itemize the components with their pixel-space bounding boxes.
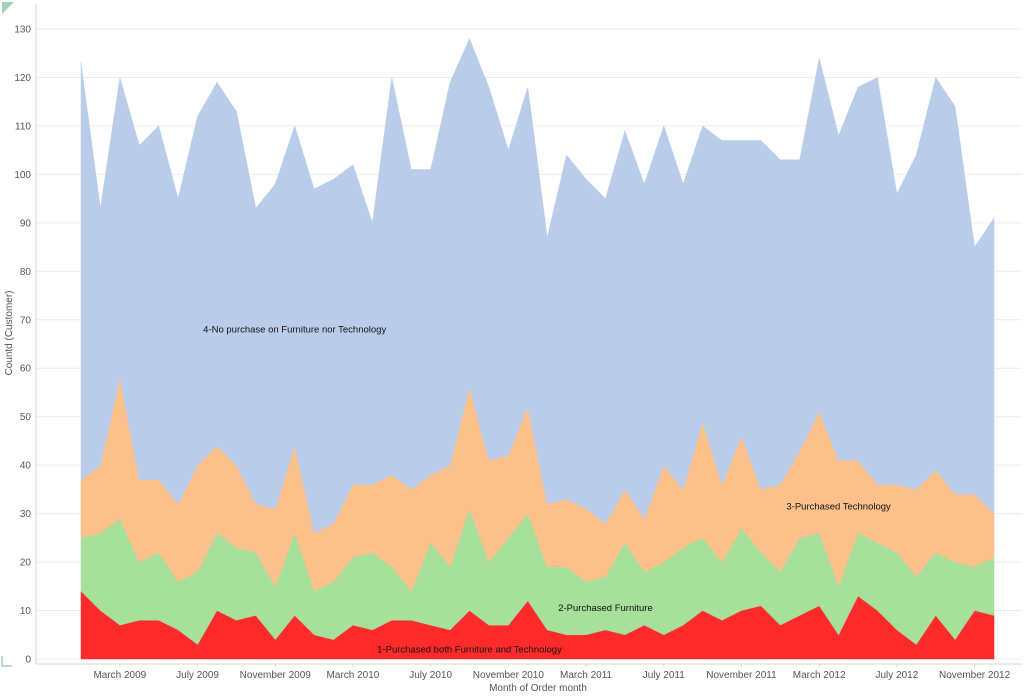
- x-tick-label: November 2010: [473, 670, 545, 681]
- axes: [35, 4, 1022, 665]
- y-tick-label: 130: [14, 25, 31, 36]
- x-tick-label: July 2009: [176, 670, 219, 681]
- y-tick-label: 40: [20, 461, 32, 472]
- area-series-4[interactable]: [80, 38, 995, 534]
- x-tick-label: November 2009: [240, 670, 312, 681]
- y-tick-label: 10: [20, 606, 32, 617]
- x-axis-title: Month of Order month: [489, 683, 587, 694]
- x-tick-label: July 2011: [643, 670, 686, 681]
- area-labels: 1-Purchased both Furniture and Technolog…: [203, 324, 891, 655]
- y-tick-labels: 0 10 20 30 40 50 60 70 80 90 100 110 120 130: [14, 25, 31, 666]
- y-tick-label: 90: [20, 218, 32, 229]
- x-tick-label: November 2012: [939, 670, 1011, 681]
- top-left-corner-mark: [2, 2, 14, 14]
- y-tick-label: 110: [15, 121, 31, 132]
- x-tick-label: July 2010: [409, 670, 452, 681]
- area-label-1: 1-Purchased both Furniture and Technolog…: [377, 644, 562, 655]
- y-tick-label: 20: [20, 558, 32, 569]
- area-label-2: 2-Purchased Furniture: [558, 603, 653, 614]
- y-tick-label: 100: [14, 170, 31, 181]
- x-tick-label: November 2011: [706, 670, 777, 681]
- x-tick-label: March 2012: [793, 670, 846, 681]
- bottom-left-corner-mark: [1, 656, 12, 667]
- y-tick-label: 0: [25, 655, 31, 666]
- y-axis-title: Countd (Customer): [4, 290, 15, 375]
- area-label-4: 4-No purchase on Furniture nor Technolog…: [203, 324, 386, 335]
- y-tick-label: 50: [20, 412, 32, 423]
- area-series: [80, 38, 995, 660]
- area-label-3: 3-Purchased Technology: [786, 501, 891, 512]
- y-tick-label: 30: [20, 509, 32, 520]
- y-tick-label: 70: [20, 315, 32, 326]
- x-tick-label: July 2012: [875, 670, 918, 681]
- x-tick-label: March 2010: [327, 670, 380, 681]
- x-tick-label: March 2009: [93, 670, 146, 681]
- x-tick-labels: March 2009 July 2009 November 2009 March 20…: [93, 664, 1011, 681]
- x-tick-label: March 2011: [560, 670, 613, 681]
- y-tick-label: 120: [14, 73, 31, 84]
- y-tick-label: 60: [20, 364, 32, 375]
- y-tick-label: 80: [20, 267, 32, 278]
